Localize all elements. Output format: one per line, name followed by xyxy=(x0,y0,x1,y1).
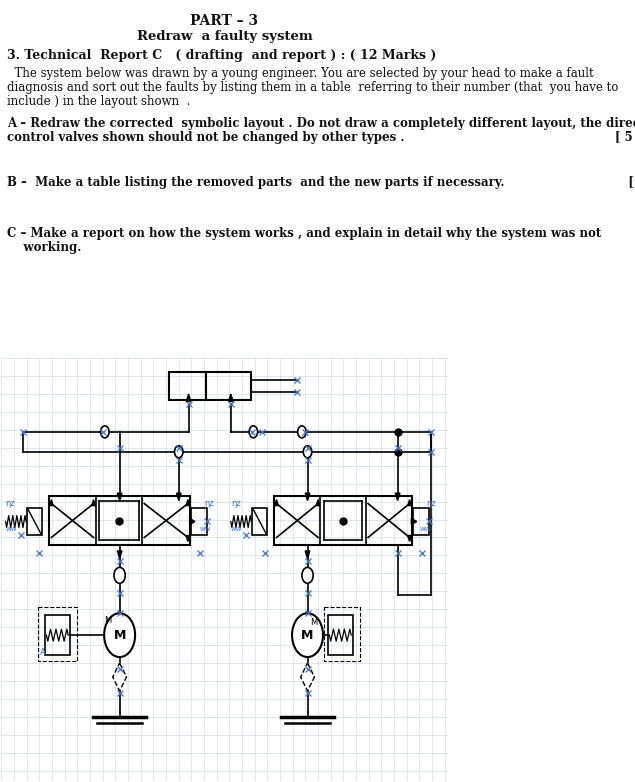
Circle shape xyxy=(100,426,109,438)
Circle shape xyxy=(175,446,183,457)
Text: working.: working. xyxy=(7,241,81,253)
Text: Redraw  a faulty system: Redraw a faulty system xyxy=(137,30,312,43)
Polygon shape xyxy=(305,493,310,500)
Polygon shape xyxy=(408,536,411,541)
Polygon shape xyxy=(177,493,181,500)
Polygon shape xyxy=(50,500,53,506)
Bar xyxy=(324,608,360,661)
Bar xyxy=(169,372,251,400)
Circle shape xyxy=(304,446,312,457)
Text: diagnosis and sort out the faults by listing them in a table  referring to their: diagnosis and sort out the faults by lis… xyxy=(7,81,618,94)
Polygon shape xyxy=(305,551,310,558)
Text: ηz: ηz xyxy=(6,499,15,508)
Text: ww: ww xyxy=(200,526,211,533)
Circle shape xyxy=(292,613,323,657)
Text: M: M xyxy=(310,618,317,627)
Polygon shape xyxy=(186,394,191,401)
Text: control valves shown should not be changed by other types .                     : control valves shown should not be chang… xyxy=(7,131,635,144)
Circle shape xyxy=(114,568,125,583)
Text: The system below was drawn by a young engineer. You are selected by your head to: The system below was drawn by a young en… xyxy=(7,67,594,80)
Bar xyxy=(413,508,429,536)
Polygon shape xyxy=(275,500,278,506)
Circle shape xyxy=(249,426,258,438)
Bar xyxy=(274,496,411,546)
Polygon shape xyxy=(411,518,417,525)
Text: ηz: ηz xyxy=(425,499,436,508)
Polygon shape xyxy=(396,493,400,500)
Polygon shape xyxy=(408,500,411,506)
Polygon shape xyxy=(229,394,233,401)
Bar xyxy=(45,615,70,655)
Text: M: M xyxy=(114,629,126,641)
Text: C – Make a report on how the system works , and explain in detail why the system: C – Make a report on how the system work… xyxy=(7,227,635,239)
Text: A – Redraw the corrected  symbolic layout . Do not draw a completely different l: A – Redraw the corrected symbolic layout… xyxy=(7,117,635,130)
Polygon shape xyxy=(186,500,190,506)
Bar xyxy=(191,508,207,536)
Text: ww: ww xyxy=(231,526,243,533)
Polygon shape xyxy=(300,663,314,691)
Polygon shape xyxy=(113,663,126,691)
Text: ww: ww xyxy=(420,526,432,533)
Text: M: M xyxy=(302,629,314,641)
Text: include ) in the layout shown  .: include ) in the layout shown . xyxy=(7,95,190,108)
Bar xyxy=(50,496,190,546)
Bar xyxy=(38,608,77,661)
Bar xyxy=(328,615,352,655)
Text: A: A xyxy=(40,648,46,657)
Polygon shape xyxy=(117,551,122,558)
Text: ww: ww xyxy=(6,526,17,533)
Bar xyxy=(252,508,267,536)
Text: ηz: ηz xyxy=(231,499,241,508)
Text: 3. Technical  Report C   ( drafting  and report ) : ( 12 Marks ): 3. Technical Report C ( drafting and rep… xyxy=(7,49,436,63)
Circle shape xyxy=(298,426,306,438)
Text: PART – 3: PART – 3 xyxy=(190,14,258,28)
Bar xyxy=(27,508,42,536)
Polygon shape xyxy=(117,493,122,500)
Circle shape xyxy=(104,613,135,657)
Text: ηz: ηz xyxy=(204,499,214,508)
Text: M: M xyxy=(104,616,111,625)
Circle shape xyxy=(302,568,313,583)
Polygon shape xyxy=(190,518,195,525)
Polygon shape xyxy=(186,536,190,541)
Polygon shape xyxy=(316,500,320,506)
Polygon shape xyxy=(91,500,95,506)
Text: B –  Make a table listing the removed parts  and the new parts if necessary.    : B – Make a table listing the removed par… xyxy=(7,176,635,188)
